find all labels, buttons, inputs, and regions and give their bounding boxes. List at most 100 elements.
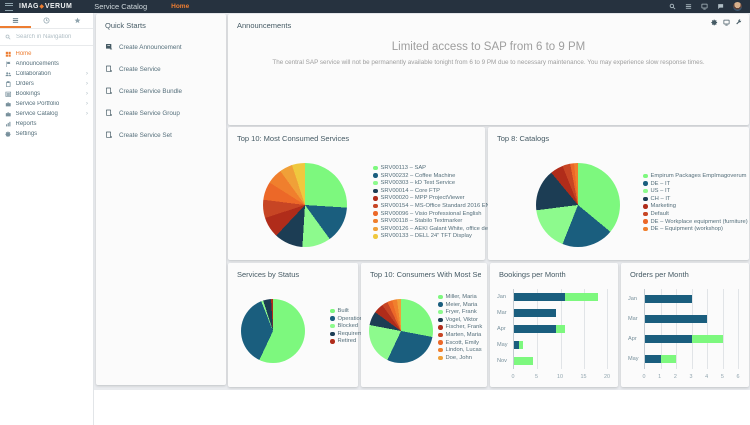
legend-label: Operational [337,315,368,322]
nav-home-link[interactable]: Home [171,3,190,10]
legend-label: SRV00133 – DELL 24" TFT Display [380,233,472,240]
create-announcement-button[interactable]: Create Announcement [105,36,222,58]
search-icon[interactable] [669,3,676,10]
bar-track [645,355,738,363]
sidebar-item-orders[interactable]: Orders › [0,79,93,89]
gear-icon[interactable] [711,19,718,26]
sidebar-item-announcements[interactable]: Announcements [0,59,93,69]
sidebar-item-label: Settings [15,131,38,137]
monitor-icon[interactable] [723,19,730,26]
panel-title: Top 10: Consumers With Most Servic... [370,270,481,279]
x-tick-label: 5 [720,374,724,380]
bar-segment [645,335,692,343]
create-service-bundle-button[interactable]: Create Service Bundle [105,80,222,102]
panel-bookings-per-month: Bookings per Month Jan Mar Apr May Nov 0 5 10 15… [490,263,618,387]
pie-chart [369,299,433,363]
panel-title: Services by Status [237,270,300,279]
create-service-group-button[interactable]: Create Service Group [105,102,222,124]
bar-segment [514,341,519,349]
bar-track [514,357,607,365]
create-service-button[interactable]: Create Service [105,58,222,80]
category-label: Apr [497,326,506,332]
legend-label: SRV00096 – Visio Professional English [380,210,482,217]
reports-icon [5,121,12,128]
legend-label: Retired [337,338,357,345]
wrench-icon[interactable] [735,19,742,26]
bar-row: May [628,349,738,369]
category-label: Jan [497,294,507,300]
legend-label: US – IT [650,188,671,195]
bar-segment [691,335,723,343]
list-icon [5,91,12,98]
legend-item: Requirements [330,331,374,337]
bar-plot-area: Jan Mar Apr May [628,289,739,369]
legend-dot [438,294,443,300]
flag-icon [5,61,12,68]
bar-segment [518,341,524,349]
gridline [738,289,739,369]
legend-label: Built [337,308,349,314]
category-label: Mar [497,310,507,316]
bar-row: Apr [497,321,607,337]
legend-label: SRV00126 – AEKI Galant White, office des… [380,225,494,232]
chart-legend: Built Operational Blocked Requirements Retir… [330,308,374,346]
legend-dot [643,173,648,179]
legend-dot [643,181,648,186]
bar-segment [514,357,533,365]
legend-label: DE – Equipment (workshop) [650,226,724,233]
legend-item: Escott, Emily [438,340,482,346]
sidebar-item-reports[interactable]: Reports [0,119,93,129]
gridline [676,289,677,369]
legend-dot [373,218,378,224]
chat-icon[interactable] [717,3,724,10]
legend-item: Doe, John [438,355,482,361]
quick-start-label: Create Service Bundle [119,87,183,95]
legend-item: Vogel, Viktor [438,317,482,323]
x-tick-label: 1 [658,374,662,380]
legend-label: Fryer, Frank [445,309,477,316]
bar-track [514,341,607,349]
x-tick-label: 15 [580,374,587,380]
bar-track [645,335,738,343]
x-tick-label: 3 [689,374,693,380]
bar-row: Mar [497,305,607,321]
list-icon[interactable] [685,3,692,10]
sidebar-item-bookings[interactable]: Bookings › [0,89,93,99]
create-service-set-button[interactable]: Create Service Set [105,124,222,146]
legend-label: DE – Workplace equipment (furniture) [650,218,748,225]
panel-quick-starts: Quick Starts Create Announcement Create S… [96,14,226,385]
x-tick-label: 2 [673,374,677,380]
x-tick-label: 6 [736,374,740,380]
legend-label: SRV00303 – kD Test Service [380,180,456,187]
legend-label: Escott, Emily [445,339,480,346]
chevron-right-icon: › [85,99,88,107]
legend-item: SRV00118 – Stabilo Textmarker [373,218,494,224]
bar-chart-container: Jan Mar Apr May Nov 0 5 10 15 20 [496,287,612,382]
sidebar-item-home[interactable]: Home [0,49,93,59]
monitor-icon[interactable] [701,3,708,10]
category-label: May [497,342,508,348]
tab-favorites[interactable] [62,13,93,28]
legend-dot [373,165,378,171]
sidebar-item-service-catalog[interactable]: Service Catalog › [0,109,93,119]
sidebar: HomeAnnouncementsCollaboration›Orders›Bo… [0,13,94,425]
search-input[interactable] [14,33,88,41]
legend-item: Empirum Packages EmpImagoverum [643,173,748,179]
sidebar-item-service-portfolio[interactable]: Service Portfolio › [0,99,93,109]
chart-legend: Miller, Maria Meier, Maria Fryer, Frank Vog… [438,294,482,362]
sidebar-item-collaboration[interactable]: Collaboration › [0,69,93,79]
tab-history[interactable] [31,13,62,28]
sidebar-tabs [0,13,93,29]
legend-item: Lindon, Lucas [438,347,482,353]
bar-segment [565,293,598,301]
sidebar-menu: Home Announcements Collaboration › Orders › Bo… [0,46,93,139]
avatar[interactable] [733,2,742,11]
menu-icon[interactable] [5,2,13,11]
quick-starts-list: Create Announcement Create Service Create … [105,36,222,146]
legend-item: SRV00232 – Coffee Machine [373,173,494,179]
legend-label: SRV00014 – Core FTP [380,187,441,194]
legend-label: Lindon, Lucas [445,347,482,354]
tab-navigation[interactable] [0,13,31,28]
sidebar-item-settings[interactable]: Settings [0,129,93,139]
logo-text-left: IMAG [19,3,39,10]
